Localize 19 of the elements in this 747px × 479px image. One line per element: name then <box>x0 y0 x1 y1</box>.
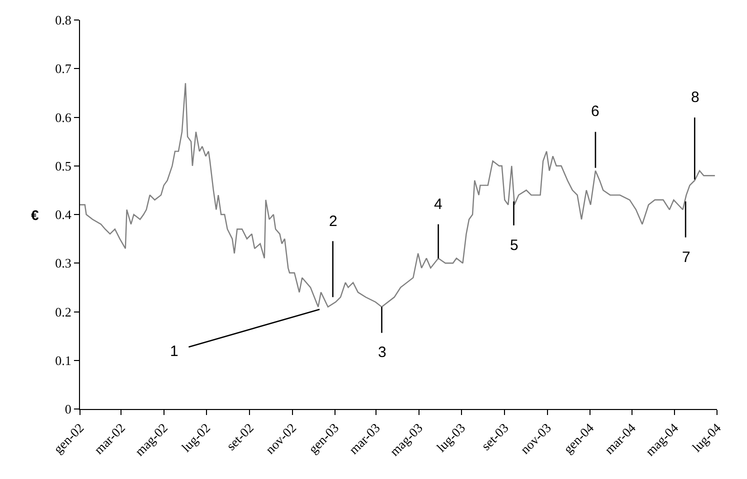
annotation: 8 <box>691 89 700 106</box>
annotation: 4 <box>434 196 442 213</box>
annotation: 7 <box>682 249 690 266</box>
annotation: 3 <box>378 344 386 361</box>
annotation: 5 <box>510 237 518 254</box>
y-tick-label: 0.4 <box>55 207 72 222</box>
y-tick-label: 0.6 <box>55 110 72 125</box>
y-axis-title: € <box>31 207 39 223</box>
y-tick-label: 0.1 <box>55 352 72 368</box>
y-tick-label: 0.5 <box>55 158 72 174</box>
y-tick-label: 0.2 <box>55 304 72 320</box>
annotation: 2 <box>329 213 338 230</box>
y-tick-label: 0 <box>64 402 72 417</box>
y-tick-label: 0.8 <box>55 12 72 28</box>
y-tick-label: 0.3 <box>55 256 72 271</box>
line-series <box>80 82 716 308</box>
annotation: 6 <box>591 103 600 120</box>
y-tick-label: 0.7 <box>55 61 72 76</box>
annotation: 1 <box>170 343 178 360</box>
